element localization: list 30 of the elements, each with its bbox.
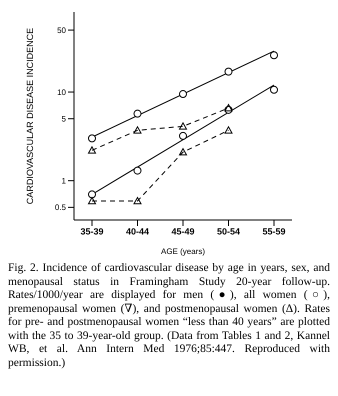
x-tick-label: 55-59	[262, 226, 286, 236]
x-tick-label: 40-44	[126, 226, 150, 236]
point	[179, 148, 187, 156]
point	[134, 126, 142, 134]
point	[134, 166, 142, 175]
point	[179, 90, 187, 98]
x-tick-label: 50-54	[216, 226, 240, 236]
point	[270, 51, 278, 60]
point	[224, 68, 232, 76]
point	[270, 86, 278, 94]
x-tick-label: 45-49	[171, 226, 195, 236]
x-axis-title: AGE (years)	[160, 247, 206, 256]
point	[134, 110, 142, 118]
y-tick-label: 1	[62, 176, 67, 186]
y-tick-label: 5	[62, 114, 67, 124]
point	[88, 134, 96, 142]
point	[88, 196, 96, 204]
caption: Fig. 2. Incidence of cardiovascular disease by age in years, sex, and menopausal status in Framingham Study 20-year follow-up. Rates/1000/year are displayed for men (●), all women (○), premenopausal women (∇), and postmenopausal women (Δ). Rates for pre- and postmenopausal women “less than 40 years” are plotted with the 35 to 39-year-old group. (Data from Tables 1 and 2, Kannel WB, et al. Ann Intern Med 1976;85:447. Reproduced with permission.)	[8, 262, 330, 370]
point	[88, 190, 96, 198]
point	[134, 196, 142, 204]
point	[179, 122, 187, 130]
y-tick-label: 10	[57, 88, 67, 97]
y-axis-title: CARDIOVASCULAR DISEASE INCIDENCE	[25, 28, 36, 204]
y-tick-label: 0.5	[54, 203, 67, 212]
point	[224, 126, 232, 134]
x-tick-label: 35-39	[80, 226, 104, 236]
point	[179, 132, 187, 140]
y-tick-label: 50	[57, 26, 67, 35]
point	[88, 146, 96, 154]
point	[224, 104, 232, 112]
